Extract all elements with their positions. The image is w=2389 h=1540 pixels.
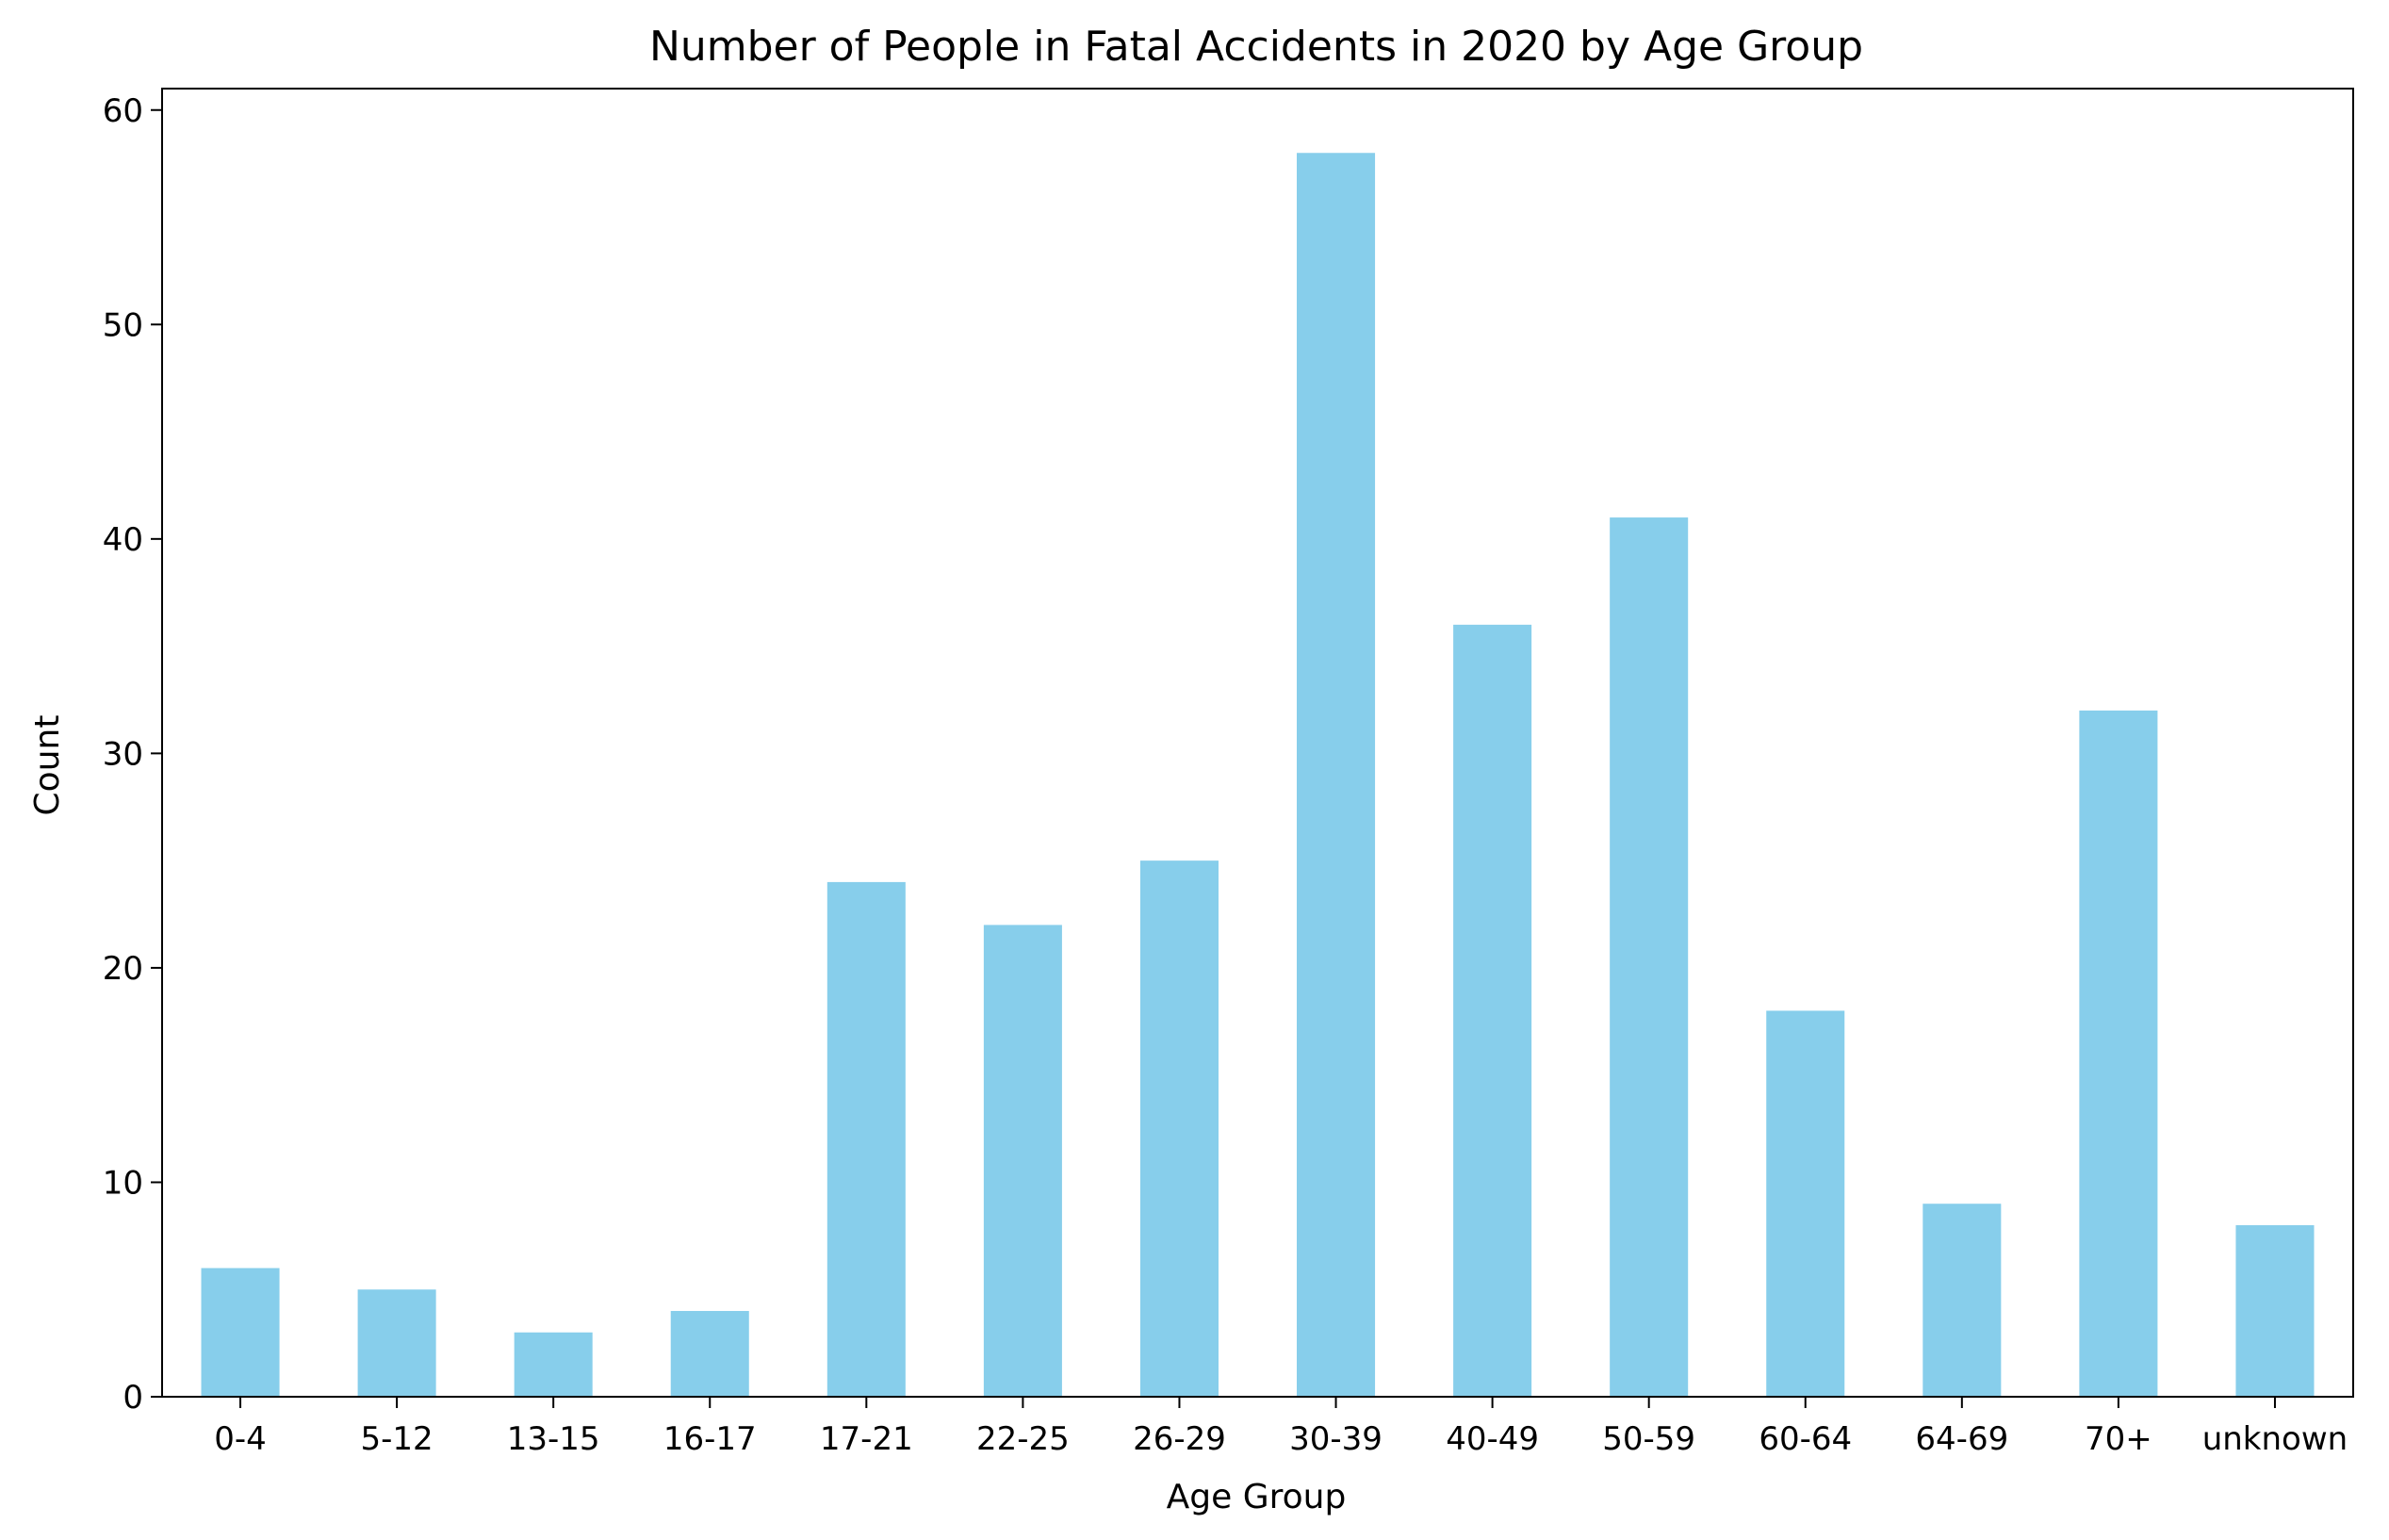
y-tick-label: 0 (123, 1379, 143, 1417)
y-axis-ticks: 0 10 20 30 40 50 60 (103, 92, 162, 1417)
x-tick-label: 0-4 (214, 1420, 267, 1458)
bar-0-4 (201, 1268, 280, 1397)
y-axis-label: Count (28, 715, 67, 816)
bar-13-15 (514, 1332, 593, 1397)
x-tick-label: 5-12 (361, 1420, 434, 1458)
plot-frame (161, 88, 2354, 1398)
x-tick-label: 50-59 (1602, 1420, 1695, 1458)
bar-17-21 (826, 881, 906, 1397)
bar-5-12 (357, 1289, 436, 1397)
x-tick-label: 22-25 (976, 1420, 1070, 1458)
y-tick-label: 50 (103, 306, 143, 344)
x-tick-label: 17-21 (820, 1420, 913, 1458)
y-tick-label: 10 (103, 1164, 143, 1202)
bar-40-49 (1453, 624, 1532, 1397)
y-tick-label: 60 (103, 92, 143, 130)
bar-64-69 (1923, 1204, 2002, 1397)
x-axis-ticks: 0-4 5-12 13-15 16-17 17-21 22-25 26-29 30-39 40-… (214, 1397, 2348, 1458)
x-tick-label: 40-49 (1446, 1420, 1539, 1458)
y-tick-label: 40 (103, 521, 143, 559)
bar-60-64 (1766, 1010, 1845, 1397)
bar-16-17 (670, 1310, 749, 1397)
x-tick-label: 26-29 (1133, 1420, 1226, 1458)
x-tick-label: 16-17 (663, 1420, 757, 1458)
bar-30-39 (1297, 153, 1376, 1397)
y-tick-label: 30 (103, 735, 143, 773)
chart-title: Number of People in Fatal Accidents in 2… (649, 23, 1863, 71)
x-tick-label: 64-69 (1915, 1420, 2008, 1458)
x-tick-label: 70+ (2085, 1420, 2152, 1458)
bar-70+ (2079, 710, 2158, 1397)
bar-26-29 (1139, 860, 1219, 1397)
x-tick-label: unknown (2202, 1420, 2348, 1458)
bar-22-25 (983, 925, 1062, 1397)
x-tick-label: 60-64 (1759, 1420, 1852, 1458)
x-tick-label: 13-15 (507, 1420, 600, 1458)
bar-50-59 (1610, 517, 1689, 1397)
bars-group (201, 153, 2315, 1397)
y-tick-label: 20 (103, 950, 143, 988)
bar-unknown (2235, 1224, 2315, 1397)
x-tick-label: 30-39 (1289, 1420, 1383, 1458)
x-axis-label: Age Group (1167, 1478, 1347, 1516)
